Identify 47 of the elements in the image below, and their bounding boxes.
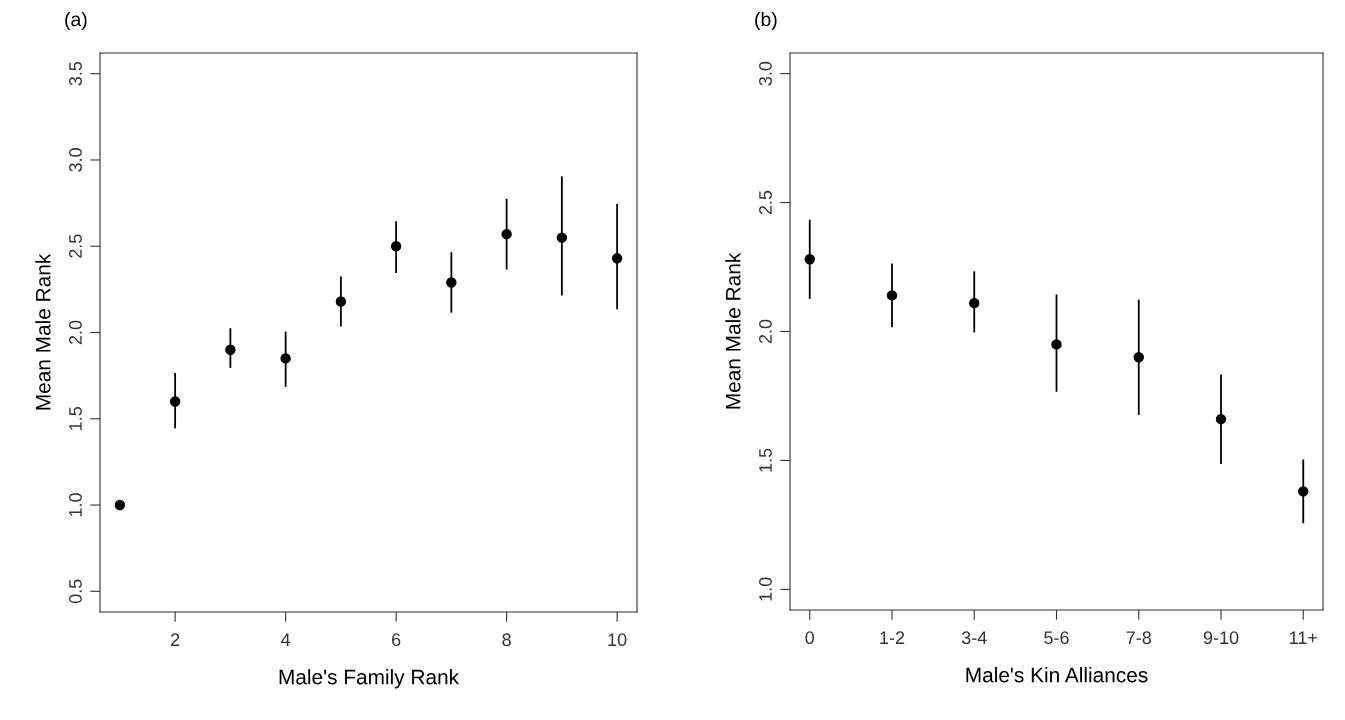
x-tick-label: 8 [502,633,511,647]
x-tick-label: 5-6 [1044,631,1069,645]
y-tick-label: 2.5 [69,234,82,258]
x-tick-label: 3-4 [961,631,987,645]
point [501,228,512,240]
x-tick-label: 0 [805,631,815,645]
y-tick-label: 1.5 [759,448,772,472]
y-tick-label: 1.0 [69,493,82,517]
y-tick-label: 3.0 [69,148,82,172]
point [390,241,402,252]
point [225,344,236,355]
y-tick-label: 2.0 [759,319,772,344]
x-axis-title: Male's Kin Alliances [966,667,1148,683]
y-tick-label: 3.5 [69,61,82,86]
point [335,296,347,307]
chart-title: (a) [65,11,87,31]
point [280,353,291,364]
point [969,297,980,309]
chart-title: (b) [755,11,777,31]
x-tick-label: 7-8 [1126,631,1152,645]
y-axis-title: Mean Male Rank [35,253,51,410]
point [611,253,623,264]
point [1298,486,1309,497]
point [886,290,898,301]
point [114,499,126,511]
point [1215,413,1227,425]
point [169,396,181,407]
x-tick-label: 11+ [1289,631,1318,644]
y-tick-label: 1.5 [69,406,82,430]
point [446,277,457,288]
x-tick-label: 6 [392,633,401,647]
point [1051,339,1062,350]
x-tick-label: 2 [171,633,180,646]
y-tick-label: 3.0 [759,61,772,86]
y-tick-label: 1.0 [759,577,772,601]
x-tick-label: 4 [281,633,291,646]
y-axis-title: Mean Male Rank [725,252,741,409]
point [556,232,568,243]
point [804,254,815,265]
x-tick-label: 9-10 [1203,631,1239,645]
x-tick-label: 10 [608,633,627,647]
point [1133,352,1144,363]
x-axis-title: Male's Family Rank [279,669,460,689]
y-tick-label: 2.5 [759,190,772,215]
y-tick-label: 2.0 [69,320,82,345]
y-tick-label: 0.5 [69,579,82,604]
x-tick-label: 1-2 [880,631,905,644]
